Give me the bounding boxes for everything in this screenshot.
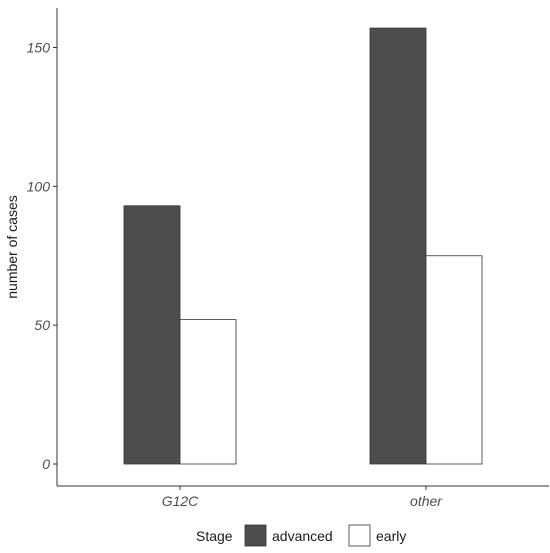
y-ticks: 0 50 100 150 <box>27 40 57 472</box>
y-axis-title: number of cases <box>4 195 20 299</box>
y-tick-label: 150 <box>27 40 51 56</box>
bars <box>123 27 483 465</box>
y-tick-label: 100 <box>27 178 51 194</box>
legend-title: Stage <box>196 528 233 544</box>
legend-key-advanced <box>244 524 267 547</box>
bar-early-other <box>425 255 483 465</box>
bar-advanced-G12C <box>123 205 181 465</box>
y-tick-label: 0 <box>42 456 50 472</box>
x-tick-label: other <box>410 493 443 509</box>
legend-label-advanced: advanced <box>272 528 333 544</box>
legend-key-early <box>348 524 371 547</box>
legend-label-early: early <box>376 528 406 544</box>
x-tick-label: G12C <box>162 493 199 509</box>
bar-early-G12C <box>179 319 237 465</box>
axes <box>56 8 549 487</box>
legend: Stage advanced early <box>196 524 406 547</box>
x-ticks: G12C other <box>162 486 443 509</box>
bar-advanced-other <box>369 27 427 465</box>
y-tick-label: 50 <box>34 317 50 333</box>
